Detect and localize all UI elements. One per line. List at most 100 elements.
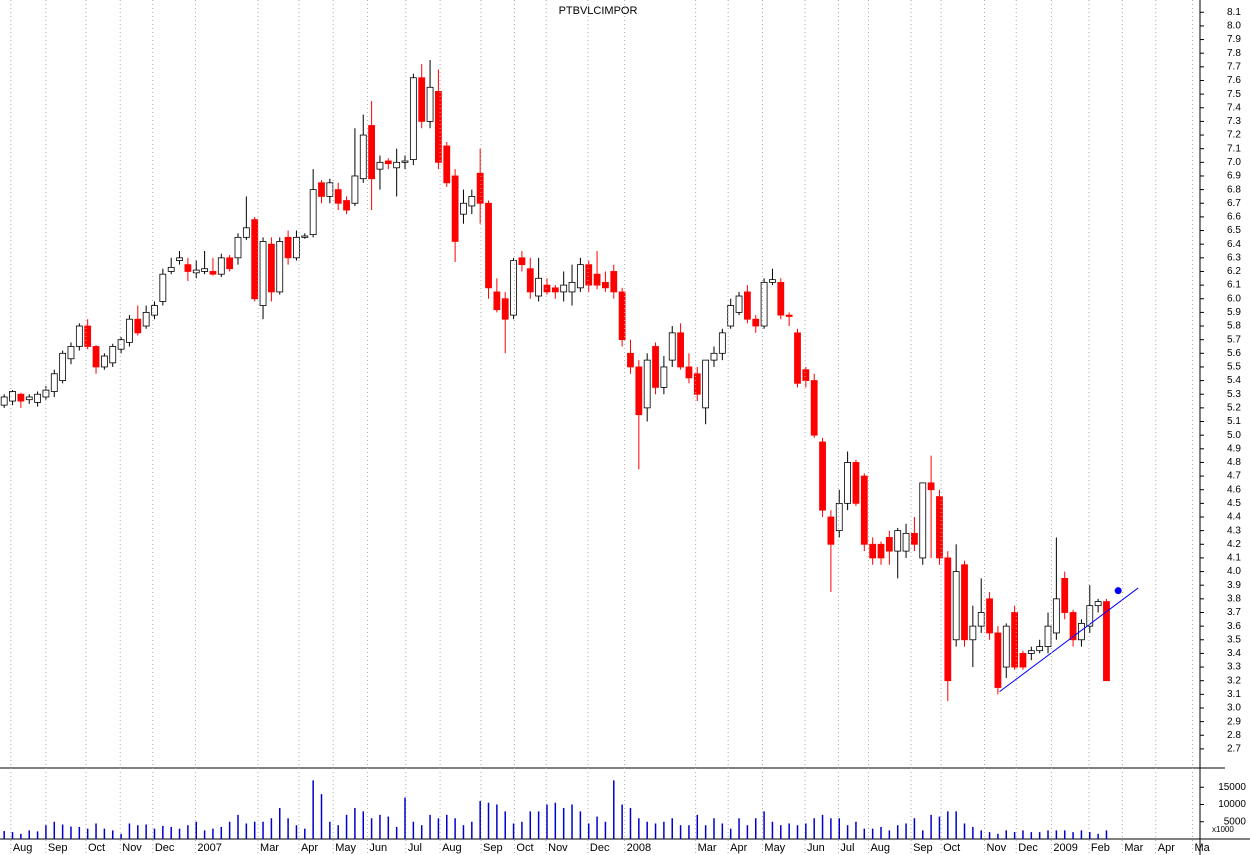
volume-bar (137, 825, 139, 839)
volume-bar (220, 826, 223, 839)
candle-body (827, 516, 835, 545)
candle-body (518, 257, 526, 266)
x-tick-label: Mar (260, 842, 279, 854)
volume-bar (1097, 833, 1099, 839)
y-tick-label: 2.7 (1227, 744, 1241, 755)
volume-bar (604, 821, 607, 839)
candle-body (510, 260, 517, 316)
volume-bar (145, 824, 147, 839)
x-tick-label: 2008 (627, 842, 651, 854)
chart-title: PTBVLCIMPOR (559, 5, 638, 17)
volume-bar (654, 823, 657, 839)
candle-body (1078, 623, 1085, 641)
candle-body (618, 291, 626, 341)
candle-body (476, 172, 484, 204)
candle-body (1027, 650, 1035, 654)
volume-bar (805, 823, 807, 839)
y-tick-label: 6.7 (1227, 198, 1241, 209)
candle-body (501, 298, 509, 320)
x-tick-label: Sep (483, 842, 503, 854)
x-tick-label: Oct (943, 842, 960, 854)
volume-bar (688, 825, 690, 839)
candle-body (1044, 625, 1052, 647)
candle-body (944, 557, 952, 682)
volume-bar (1038, 832, 1041, 839)
volume-bar (838, 818, 840, 839)
volume-bar (562, 807, 565, 839)
candle-body (819, 441, 826, 511)
candle-body (994, 632, 1002, 688)
volume-bar (696, 814, 699, 839)
volume-bar (1105, 830, 1108, 839)
volume-bar (988, 832, 991, 839)
volume-bar (270, 818, 273, 839)
volume-bar (1030, 832, 1033, 839)
y-tick-label: 2.8 (1227, 730, 1241, 741)
candle-body (1036, 646, 1044, 652)
candle-body (1094, 601, 1102, 607)
candle-body (50, 373, 58, 392)
candle-body (894, 530, 902, 552)
volume-bar (287, 818, 289, 839)
candle-body (802, 369, 810, 381)
volume-bar (412, 821, 415, 839)
candle-body (702, 359, 710, 409)
volume-bar (504, 811, 506, 839)
y-tick-label: 3.1 (1227, 689, 1241, 700)
x-tick-label: Dec (155, 842, 175, 854)
volume-bar (780, 825, 782, 839)
candle-body (718, 332, 726, 354)
candle-body (760, 281, 768, 327)
volume-bar (713, 818, 715, 839)
volume-bar (621, 804, 623, 839)
volume-bar (20, 833, 22, 839)
volume-bar (947, 811, 949, 839)
x-tick-label: Nov (987, 842, 1007, 854)
candle-body (409, 77, 417, 161)
volume-bar (922, 830, 924, 839)
x-tick-label: Apr (301, 842, 318, 854)
y-tick-label: 7.7 (1227, 61, 1241, 72)
candle-body (810, 380, 818, 436)
candle-body (460, 202, 467, 215)
volume-bar (1013, 832, 1016, 839)
candle-body (660, 366, 668, 388)
x-tick-label: Feb (1091, 842, 1110, 854)
alert-point (1114, 587, 1122, 595)
volume-bar (738, 818, 740, 839)
volume-bar (863, 828, 866, 839)
candle-body (485, 202, 492, 289)
volume-bar (3, 831, 5, 839)
volume-bar (345, 814, 348, 839)
candle-body (192, 269, 200, 274)
y-tick-label: 4.6 (1227, 484, 1241, 495)
candle-body (42, 389, 50, 398)
x-tick-label: Ma (1194, 842, 1210, 854)
x-tick-label: Dec (1018, 842, 1038, 854)
candle-body (226, 257, 234, 270)
volume-bar (596, 816, 598, 839)
candle-body (334, 189, 342, 204)
volume-bar (111, 830, 114, 839)
y-tick-label: 5.1 (1227, 416, 1241, 427)
volume-bar (103, 828, 106, 839)
candle-body (752, 318, 760, 327)
volume-bar (262, 821, 264, 839)
y-tick-label: 6.3 (1227, 252, 1241, 263)
candle-body (301, 235, 309, 238)
volume-bar (905, 823, 907, 839)
volume-bar (370, 818, 373, 839)
volume-bar (354, 807, 356, 839)
volume-bar (663, 821, 665, 839)
volume-bar (462, 825, 465, 839)
volume-bar (763, 811, 765, 839)
volume-bar (1047, 830, 1049, 839)
volume-bar (387, 816, 390, 839)
candle-body (401, 160, 409, 163)
candle-body (860, 475, 868, 545)
x-tick-label: Mar (698, 842, 717, 854)
candle-body (969, 625, 977, 641)
y-tick-label: 5.3 (1227, 389, 1241, 400)
